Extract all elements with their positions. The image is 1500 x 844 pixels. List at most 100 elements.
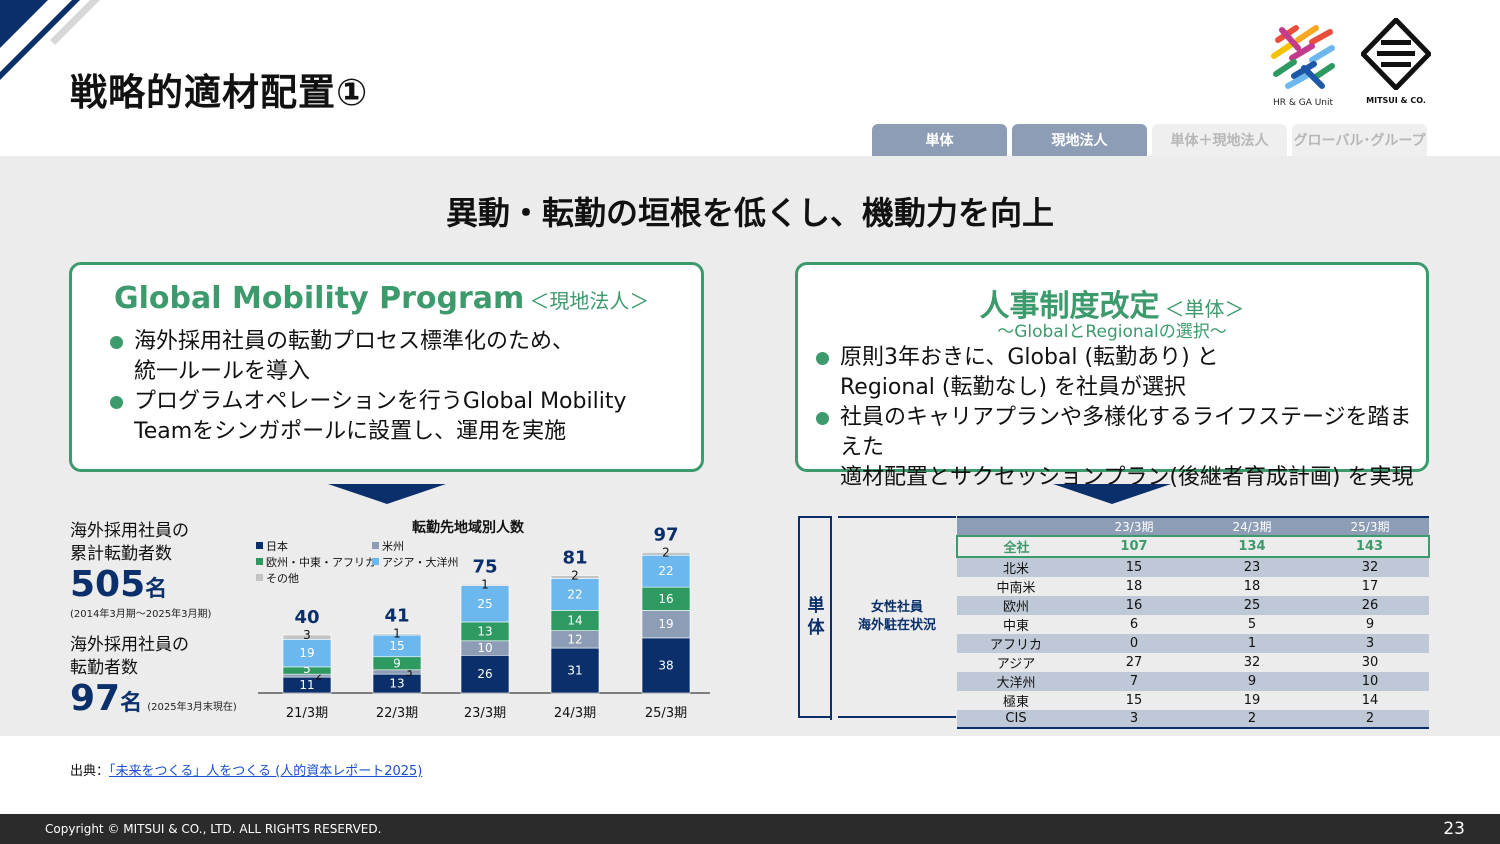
tab-global-group[interactable]: グローバル･グループ (1292, 124, 1427, 156)
cumulative-stat: 海外採用社員の 累計転勤者数 505名 (2014年3月期～2025年3月期) (70, 521, 212, 620)
table-row: 欧州 16 25 26 (957, 596, 1429, 615)
table-cell: 15 (1075, 557, 1193, 577)
table-cell: 30 (1361, 655, 1379, 670)
total-label: 81 (562, 548, 587, 569)
data-label: 14 (567, 614, 582, 628)
data-label: 9 (393, 656, 401, 670)
legend-label: その他 (266, 572, 299, 585)
bar-segment (550, 578, 600, 611)
data-label: 3 (303, 628, 311, 642)
data-label: 13 (477, 624, 492, 638)
data-label: 1 (481, 577, 489, 591)
legend-swatch (372, 542, 379, 549)
bullet-list: 海外採用社員の転勤プロセス標準化のため、 統一ルールを導入 プログラムオペレーシ… (106, 327, 696, 447)
mitsui-caption: MITSUI & CO. (1366, 96, 1426, 105)
x-tick-label: 25/3期 (645, 706, 687, 721)
hr-system-subtitle: ～GlobalとRegionalの選択～ (997, 322, 1227, 342)
mitsui-logo: MITSUI & CO. (1359, 16, 1433, 106)
current-stat: 海外採用社員の 転勤者数 97名 (2025年3月末現在) (70, 635, 237, 719)
table-cell: 全社 (956, 535, 1075, 558)
data-label: 31 (567, 664, 582, 678)
legend-label: 米州 (382, 540, 404, 553)
page-title: 戦略的適材配置① (70, 71, 369, 114)
table-cell: 大洋州 (957, 672, 1075, 691)
hr-system-box: 人事制度改定 ＜単体＞ ～GlobalとRegionalの選択～ 原則3年おきに… (795, 262, 1429, 490)
data-label: 16 (658, 592, 673, 606)
bullet-list: 原則3年おきに、Global (転勤あり) と Regional (転勤なし) … (812, 343, 1422, 493)
source-note: 出典：「未来をつくる」人をつくる (人的資本レポート2025) (70, 764, 423, 779)
table-cell: 134 (1193, 535, 1311, 558)
data-label: 2 (662, 545, 670, 559)
tab-local-subsidiary[interactable]: 現地法人 (1012, 124, 1147, 156)
table-cell: 3 (1311, 634, 1429, 653)
unit-label: 単体 (798, 516, 832, 720)
bar-segment (282, 639, 332, 668)
bullet-item: 社員のキャリアプランや多様化するライフステージを踏まえた 適材配置とサクセッショ… (812, 403, 1422, 493)
bullet-item: プログラムオペレーションを行うGlobal Mobility Teamをシンガポ… (106, 387, 696, 447)
heading-tag: ＜現地法人＞ (529, 289, 650, 313)
table-cell: CIS (957, 710, 1075, 730)
hr-system-heading: 人事制度改定 ＜単体＞ (798, 281, 1426, 325)
table-row: アフリカ 0 1 3 (957, 634, 1429, 653)
table-cell: 16 (1075, 596, 1193, 615)
table-cell: 26 (1311, 596, 1429, 615)
column-header: 25/3期 (1311, 516, 1429, 536)
table-cell: 19 (1243, 693, 1261, 708)
bullet-item: 海外採用社員の転勤プロセス標準化のため、 統一ルールを導入 (106, 327, 696, 387)
data-table: 23/3期 24/3期 25/3期 全社 107 134 143 北米 15 23 32 中南米 18… (956, 516, 1430, 730)
footer: Copyright © MITSUI & CO., LTD. ALL RIGHT… (0, 814, 1500, 844)
table-cell: 23 (1193, 557, 1311, 577)
data-label: 26 (477, 667, 492, 681)
bar-segment (282, 634, 332, 640)
table-row: 中南米 18 18 17 (957, 577, 1429, 596)
bar-segment (372, 633, 422, 636)
table-header: 23/3期 24/3期 25/3期 (957, 516, 1429, 536)
column-header: 23/3期 (1075, 516, 1193, 536)
table-cell: 欧州 (957, 596, 1075, 615)
data-label: 5 (303, 662, 311, 676)
data-label: 22 (658, 564, 673, 578)
hr-ga-caption: HR & GA Unit (1272, 98, 1334, 108)
x-tick-label: 23/3期 (464, 706, 506, 721)
tab-tantai-plus-local[interactable]: 単体＋現地法人 (1152, 124, 1287, 156)
table-cell: 18 (1243, 579, 1261, 594)
female-assignment-table: 単体 女性社員 海外駐在状況 23/3期 24/3期 25/3期 全社 107 134 14… (798, 516, 1430, 730)
table-cell: 32 (1311, 557, 1429, 577)
legend-swatch (372, 558, 379, 565)
table-row: アジア 27 32 30 (957, 653, 1429, 672)
source-link[interactable]: 「未来をつくる」人をつくる (人的資本レポート2025) (109, 764, 423, 779)
legend-swatch (256, 574, 263, 581)
table-cell: 27 (1125, 655, 1143, 670)
heading-tag: ＜単体＞ (1164, 297, 1245, 321)
global-mobility-heading: Global Mobility Program ＜現地法人＞ (114, 281, 649, 316)
table-row: 北米 15 23 32 (957, 557, 1429, 577)
table-cell: 143 (1311, 535, 1430, 558)
legend-label: アジア・大洋州 (382, 555, 459, 569)
column-header: 24/3期 (1193, 516, 1311, 536)
chart-title: 転勤先地域別人数 (412, 519, 525, 536)
table-cell: アフリカ (957, 634, 1075, 653)
page-number: 23 (1443, 819, 1465, 839)
data-label: 1 (393, 627, 401, 641)
total-label: 40 (294, 607, 319, 628)
heading-text: Global Mobility Program (114, 281, 525, 316)
table-cell: 7 (1075, 672, 1193, 691)
total-label: 97 (653, 524, 678, 545)
tab-tantai[interactable]: 単体 (872, 124, 1007, 156)
data-label: 10 (477, 641, 492, 655)
copyright: Copyright © MITSUI & CO., LTD. ALL RIGHT… (45, 822, 382, 836)
table-cell: 9 (1365, 617, 1375, 632)
table-cell: 25 (1193, 596, 1311, 615)
table-cell: 6 (1129, 617, 1139, 632)
table-cell: 北米 (957, 557, 1075, 577)
table-cell: 107 (1075, 535, 1193, 558)
table-cell: 3 (1075, 710, 1193, 730)
data-label: 38 (658, 658, 673, 672)
legend-label: 日本 (266, 539, 288, 553)
bar-segment (372, 669, 422, 675)
corner-decoration (0, 0, 100, 80)
table-cell: 14 (1361, 693, 1379, 708)
bar-segment (460, 655, 510, 694)
table-row: 中東 6 5 9 (957, 615, 1429, 634)
